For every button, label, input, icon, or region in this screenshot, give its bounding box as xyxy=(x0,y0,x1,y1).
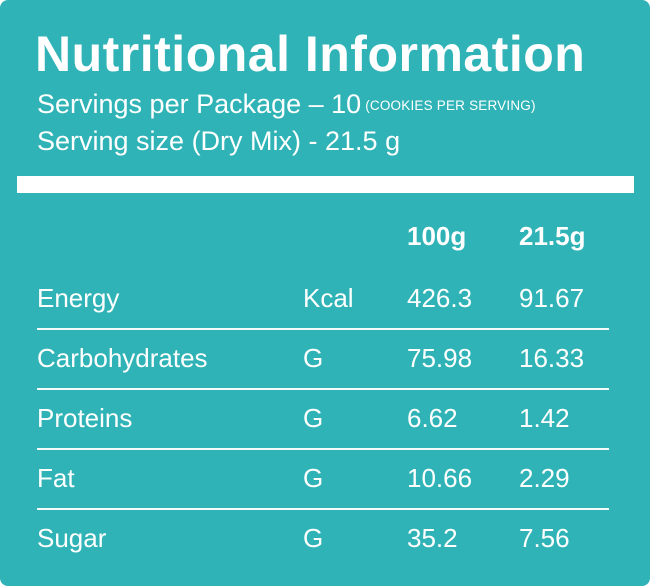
row-divider xyxy=(37,508,609,510)
row-per-100g: 10.66 xyxy=(407,463,473,493)
servings-per-package: Servings per Package – 10 (COOKIES PER SE… xyxy=(37,88,536,122)
nutrition-label: Nutritional Information Servings per Pac… xyxy=(17,10,634,576)
row-divider xyxy=(37,328,609,330)
row-per-100g: 35.2 xyxy=(407,523,458,553)
table-row: Sugar G 35.2 7.56 xyxy=(17,509,634,569)
row-name: Sugar xyxy=(37,523,107,553)
table-row: Proteins G 6.62 1.42 xyxy=(17,389,634,449)
row-name: Proteins xyxy=(37,403,133,433)
table-row: Carbohydrates G 75.98 16.33 xyxy=(17,329,634,389)
row-per-100g: 75.98 xyxy=(407,343,473,373)
divider-band xyxy=(17,176,634,193)
serving-size: Serving size (Dry Mix) - 21.5 g xyxy=(37,126,401,156)
header-per-serving: 21.5g xyxy=(519,221,586,251)
row-per-serving: 91.67 xyxy=(519,283,585,313)
row-divider xyxy=(37,388,609,390)
row-unit: G xyxy=(303,523,324,553)
row-name: Carbohydrates xyxy=(37,343,208,373)
label-title: Nutritional Information xyxy=(35,26,586,82)
row-per-100g: 426.3 xyxy=(407,283,473,313)
row-unit: Kcal xyxy=(303,283,354,313)
table-row: Fat G 10.66 2.29 xyxy=(17,449,634,509)
row-per-serving: 1.42 xyxy=(519,403,570,433)
row-unit: G xyxy=(303,463,324,493)
header-per-100g: 100g xyxy=(407,221,467,251)
row-per-serving: 7.56 xyxy=(519,523,570,553)
row-divider xyxy=(37,448,609,450)
servings-note: (COOKIES PER SERVING) xyxy=(365,98,536,113)
table-row: Energy Kcal 426.3 91.67 xyxy=(17,269,634,329)
row-per-100g: 6.62 xyxy=(407,403,458,433)
row-per-serving: 16.33 xyxy=(519,343,585,373)
row-name: Energy xyxy=(37,283,120,313)
row-unit: G xyxy=(303,343,324,373)
nutrition-table: 100g 21.5g Energy Kcal 426.3 91.67 Carbo… xyxy=(17,193,634,576)
servings-text: Servings per Package – 10 xyxy=(37,89,362,119)
row-name: Fat xyxy=(37,463,75,493)
row-unit: G xyxy=(303,403,324,433)
row-per-serving: 2.29 xyxy=(519,463,570,493)
